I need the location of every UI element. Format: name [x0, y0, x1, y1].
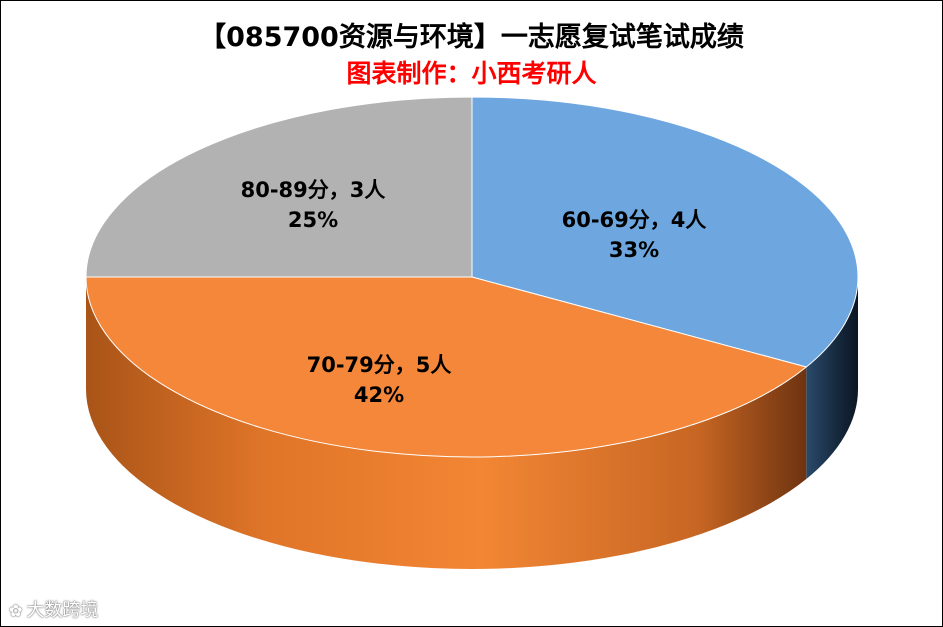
data-label-60-69分: 60-69分，4人 — [562, 208, 707, 232]
pie-slice-60-69分 — [471, 96, 859, 368]
pie-slice-70-79分 — [85, 276, 808, 458]
pie-tops — [85, 96, 859, 458]
data-label-80-89分: 80-89分，3人 — [241, 178, 386, 202]
data-label-70-79分: 70-79分，5人 — [307, 353, 452, 377]
chart-subtitle: 图表制作：小西考研人 — [346, 59, 597, 88]
watermark-logo-icon: ✿ — [9, 601, 23, 620]
pie-sides — [86, 277, 858, 569]
percent-label-80-89分: 25% — [288, 208, 338, 232]
pie-side-70-79分 — [86, 277, 807, 569]
watermark: ✿ 大数跨境 — [9, 596, 98, 622]
percent-label-70-79分: 42% — [354, 383, 404, 407]
percent-label-60-69分: 33% — [609, 238, 659, 262]
pie-labels: 60-69分，4人 33% 70-79分，5人 42% 80-89分，3人 25% — [241, 178, 707, 407]
pie-side-60-69分 — [806, 277, 858, 479]
chart-title: 【085700资源与环境】一志愿复试笔试成绩 — [199, 22, 744, 53]
watermark-text: 大数跨境 — [26, 600, 99, 621]
pie-slice-80-89分 — [85, 96, 473, 278]
